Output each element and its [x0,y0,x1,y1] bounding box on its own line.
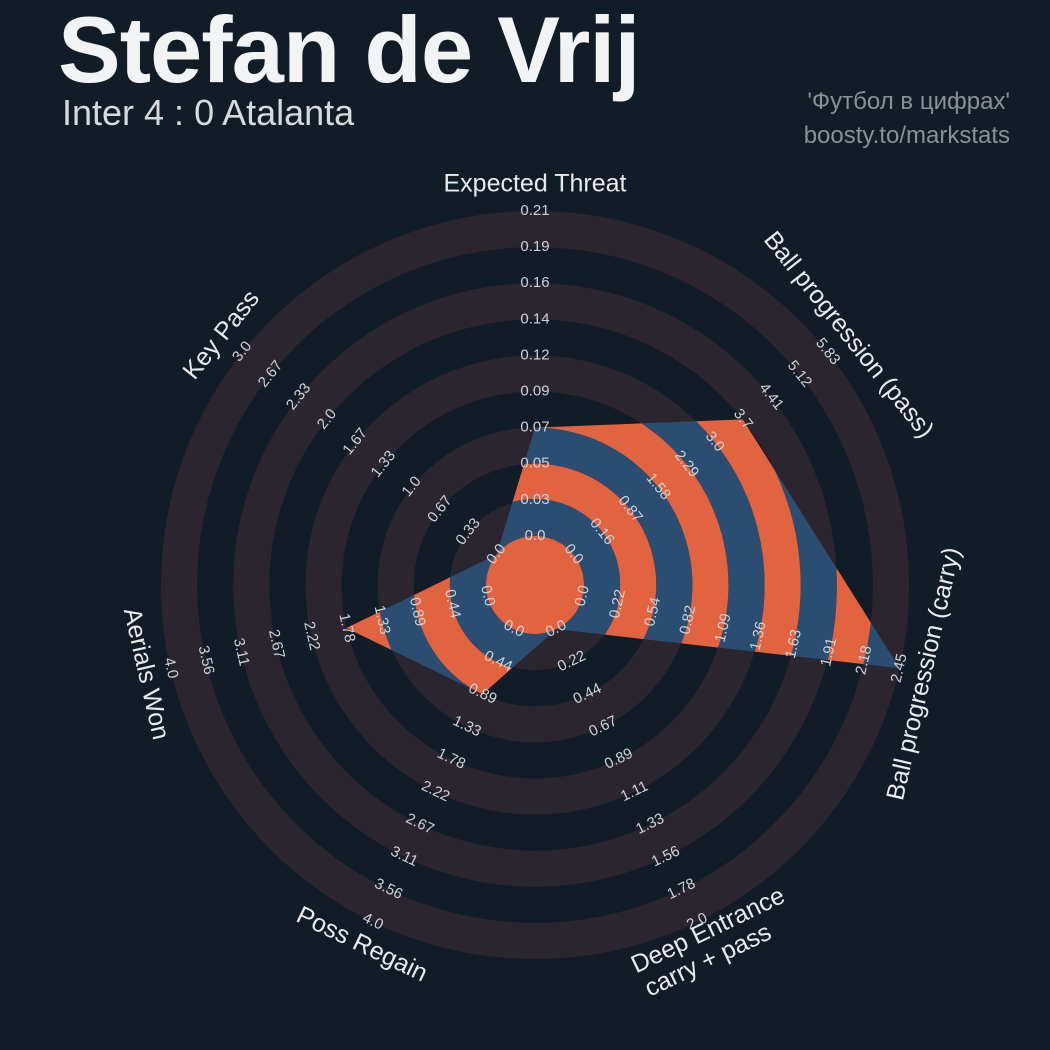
svg-text:0.05: 0.05 [520,455,549,472]
svg-text:0.0: 0.0 [525,527,546,544]
svg-text:0.14: 0.14 [520,310,549,327]
svg-text:0.19: 0.19 [520,238,549,255]
svg-text:4.0: 4.0 [160,656,181,680]
svg-text:0.09: 0.09 [520,383,549,400]
svg-text:0.03: 0.03 [520,491,549,508]
svg-text:0.12: 0.12 [520,346,549,363]
svg-text:0.16: 0.16 [520,274,549,291]
svg-text:0.21: 0.21 [520,202,549,219]
svg-text:Expected Threat: Expected Threat [444,170,627,198]
svg-text:0.07: 0.07 [520,419,549,436]
